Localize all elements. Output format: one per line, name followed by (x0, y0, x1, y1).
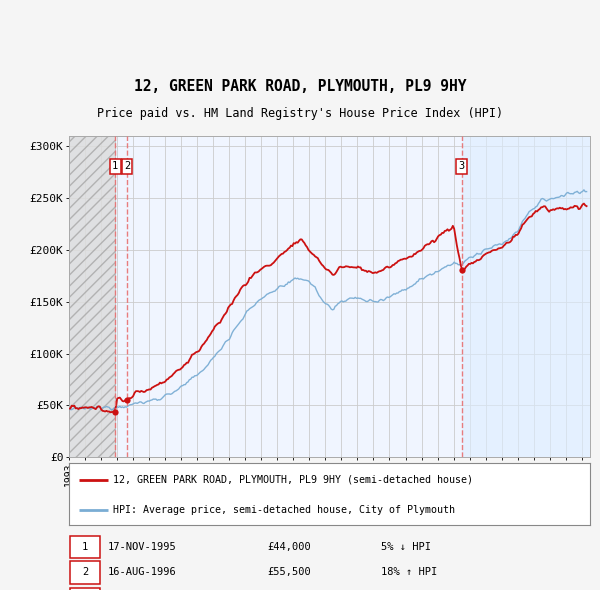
Bar (69, 136, 115, 457)
Text: 17-NOV-1995: 17-NOV-1995 (108, 542, 177, 552)
Text: 2: 2 (124, 161, 130, 171)
Text: £44,000: £44,000 (267, 542, 311, 552)
Text: 2: 2 (82, 568, 88, 578)
Text: 1: 1 (112, 161, 118, 171)
Text: 1: 1 (82, 542, 88, 552)
Text: 18% ↑ HPI: 18% ↑ HPI (382, 568, 438, 578)
Text: 16-AUG-1996: 16-AUG-1996 (108, 568, 177, 578)
Text: 12, GREEN PARK ROAD, PLYMOUTH, PL9 9HY: 12, GREEN PARK ROAD, PLYMOUTH, PL9 9HY (134, 80, 466, 94)
Text: HPI: Average price, semi-detached house, City of Plymouth: HPI: Average price, semi-detached house,… (113, 504, 455, 514)
FancyBboxPatch shape (70, 561, 100, 584)
Bar (462, 136, 590, 457)
FancyBboxPatch shape (70, 588, 100, 590)
Text: 12, GREEN PARK ROAD, PLYMOUTH, PL9 9HY (semi-detached house): 12, GREEN PARK ROAD, PLYMOUTH, PL9 9HY (… (113, 475, 473, 485)
Text: Price paid vs. HM Land Registry's House Price Index (HPI): Price paid vs. HM Land Registry's House … (97, 107, 503, 120)
Text: £55,500: £55,500 (267, 568, 311, 578)
FancyBboxPatch shape (70, 536, 100, 558)
Text: 3: 3 (458, 161, 465, 171)
Text: 5% ↓ HPI: 5% ↓ HPI (382, 542, 431, 552)
